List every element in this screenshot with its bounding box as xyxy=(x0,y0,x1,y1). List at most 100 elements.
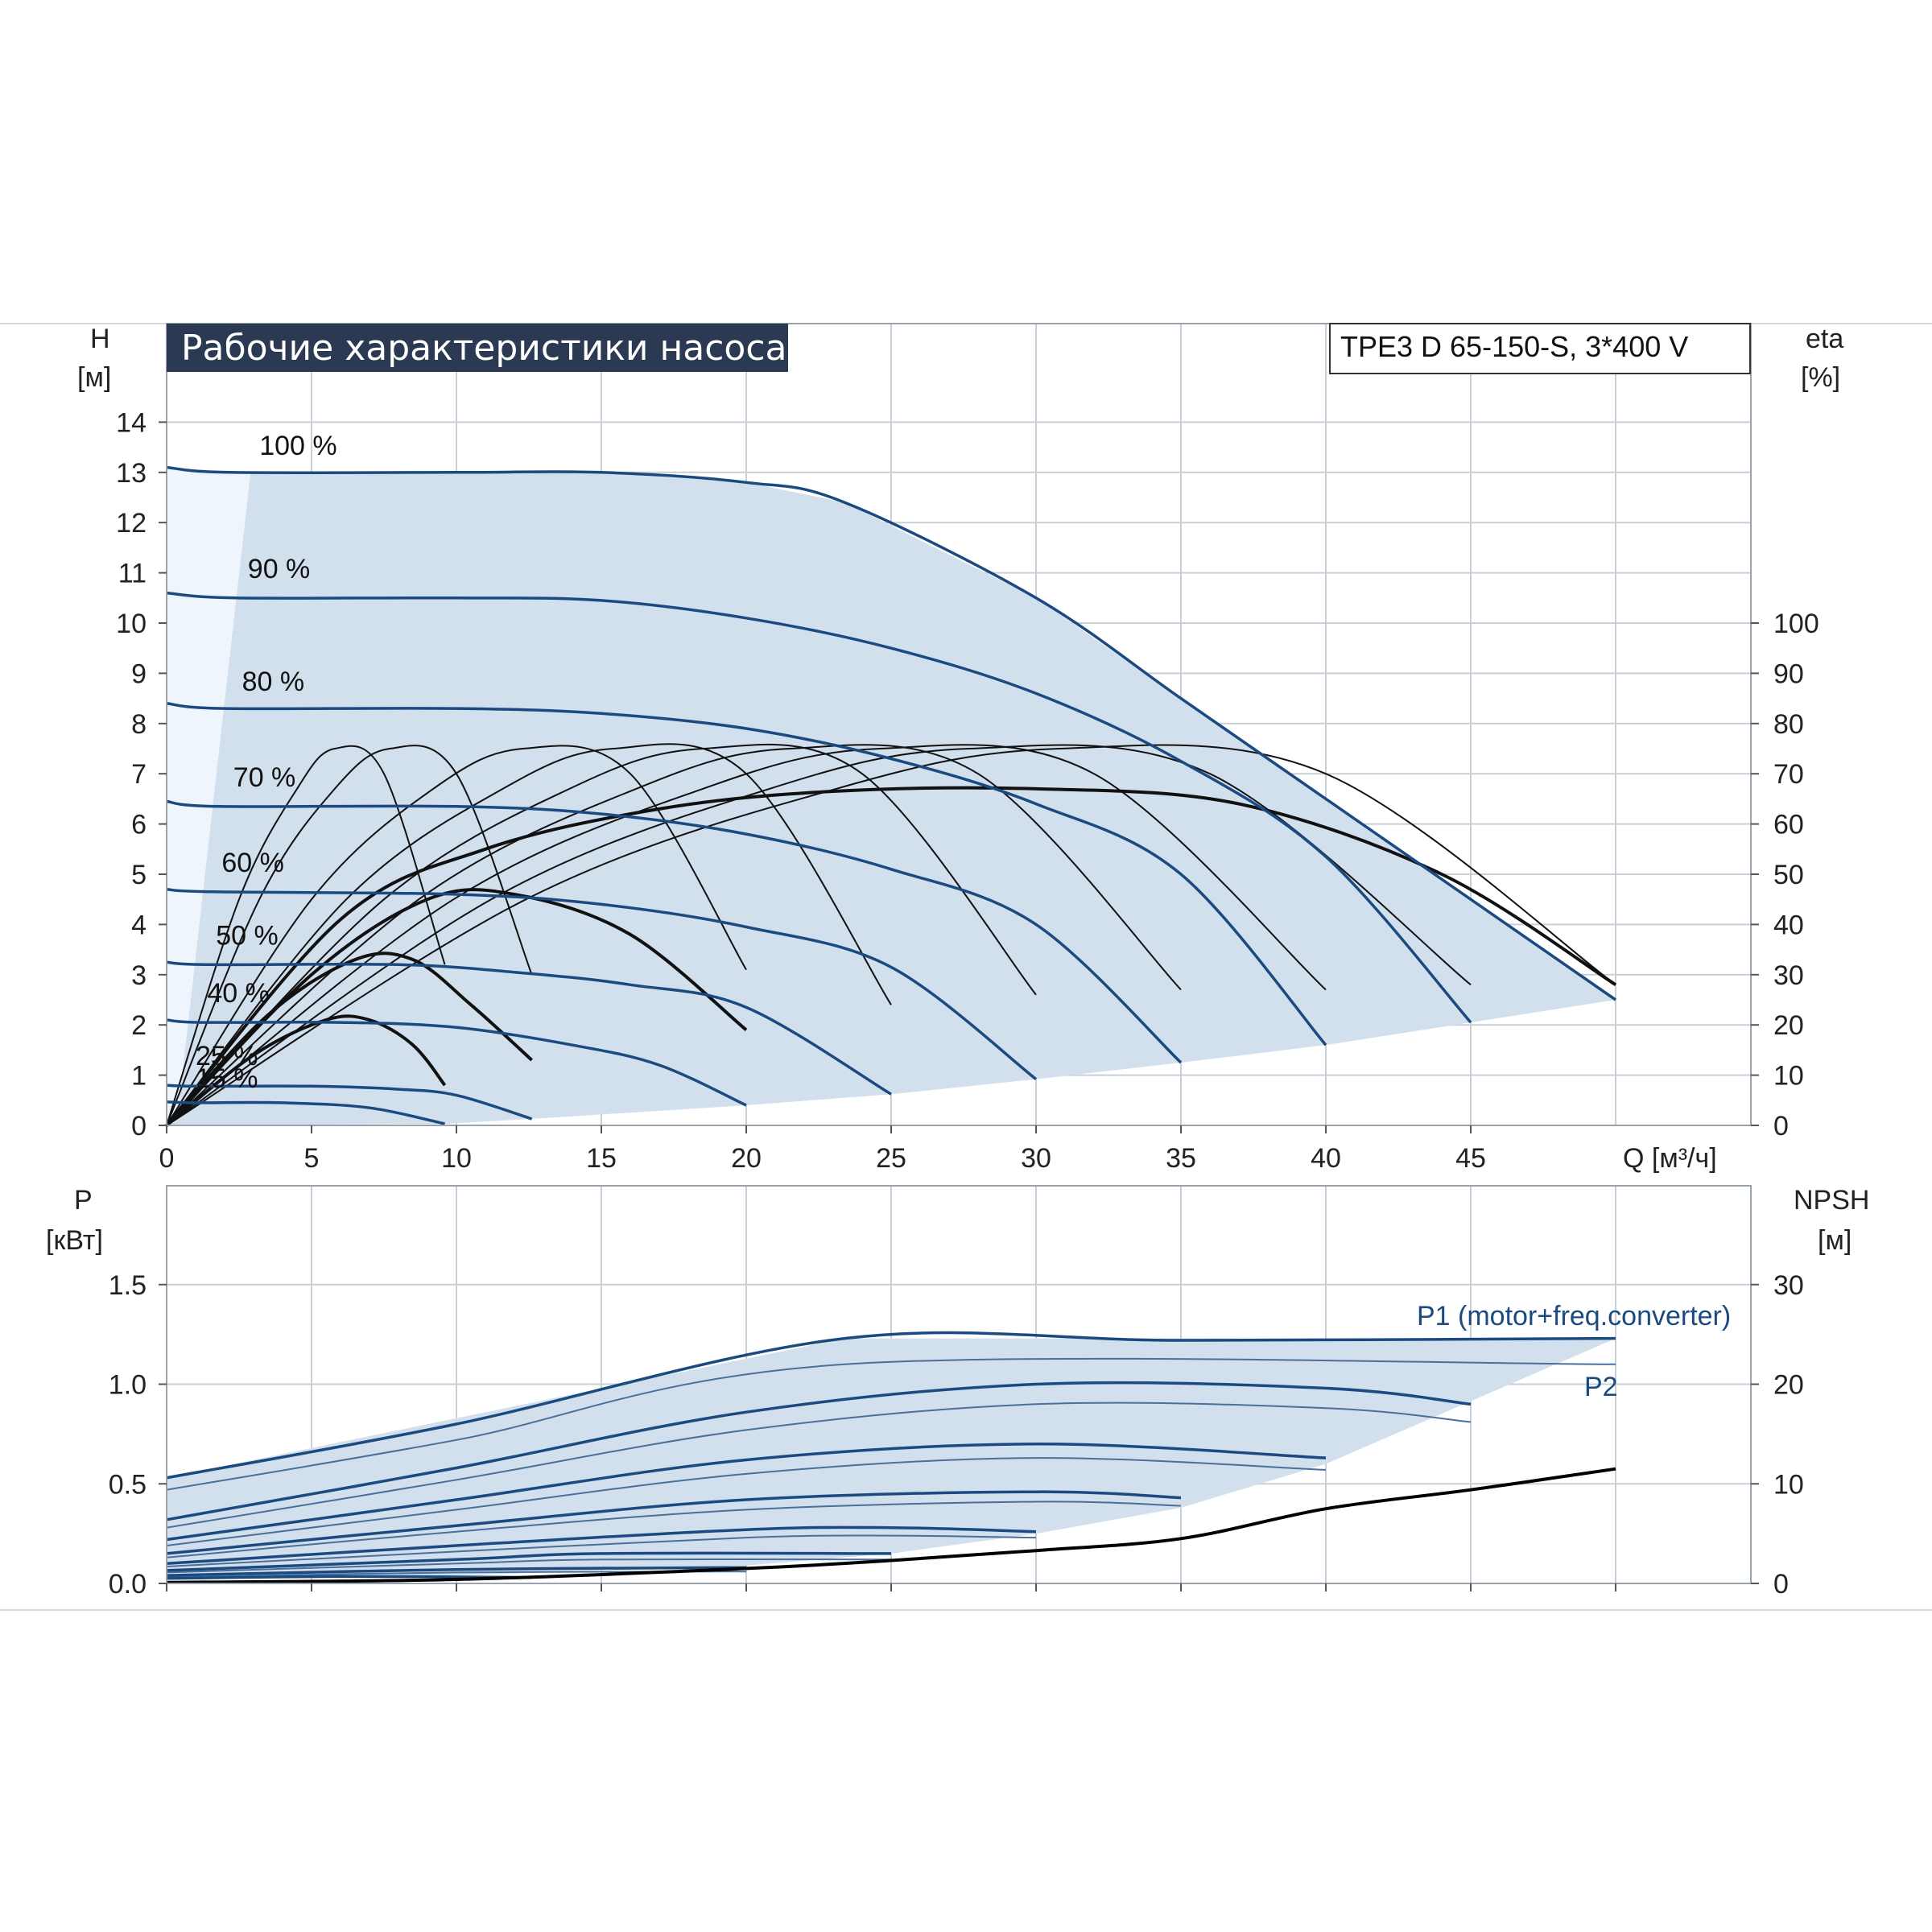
p1-curve xyxy=(166,1490,1182,1555)
y2-tick-label: 60 xyxy=(1773,810,1804,840)
efficiency-curve xyxy=(165,786,1617,1127)
y-tick-label: 1 xyxy=(131,1061,147,1092)
speed-curve xyxy=(166,1018,747,1107)
head-chart-ticks: 0 5 10 15 20 25 30 35 40 450123456789101112131401… xyxy=(116,407,1819,1174)
y2-tick-label: 70 xyxy=(1773,759,1804,790)
x-tick-label: 25 xyxy=(876,1143,906,1174)
speed-curve-label: 15 % xyxy=(196,1063,258,1094)
y2-tick-label: 10 xyxy=(1773,1061,1804,1092)
y2-tick-label: 0 xyxy=(1773,1111,1789,1141)
min-flow-wedge xyxy=(167,467,251,1125)
speed-curve-label: 70 % xyxy=(233,762,296,793)
x-tick-label: 15 xyxy=(586,1143,617,1174)
speed-curve xyxy=(166,960,892,1096)
y2-tick-label: 20 xyxy=(1773,1010,1804,1041)
efficiency-curve xyxy=(166,744,1182,1126)
p2-curve xyxy=(166,1501,1182,1558)
p2-curve xyxy=(166,1457,1327,1546)
power-operating-envelope xyxy=(167,1338,1616,1580)
x-tick-label: 20 xyxy=(731,1143,762,1174)
y-tick-label: 14 xyxy=(116,407,147,438)
y-tick-label: 1.5 xyxy=(109,1270,147,1301)
y2-tick-label: 50 xyxy=(1773,860,1804,890)
speed-curve xyxy=(166,887,1038,1080)
head-axis-unit: [м] xyxy=(77,362,111,393)
speed-curve xyxy=(166,591,1472,1024)
head-chart-curves: 100 % 90 % 80 % 70 % 60 % 50 % 40 % 25 %15 % xyxy=(165,431,1617,1127)
chart-title-box xyxy=(167,324,788,372)
efficiency-axis-unit: [%] xyxy=(1801,362,1840,393)
speed-curve xyxy=(166,1084,533,1121)
x-tick-label: 45 xyxy=(1455,1143,1486,1174)
p1-legend-label: P1 (motor+freq.converter) xyxy=(1417,1301,1731,1331)
speed-curve-label: 90 % xyxy=(248,554,311,584)
y-tick-label: 10 xyxy=(116,609,147,639)
y2-tick-label: 30 xyxy=(1773,960,1804,991)
x-tick-label: 30 xyxy=(1021,1143,1051,1174)
p1-curve xyxy=(166,1525,1037,1566)
y2-tick-label: 10 xyxy=(1773,1469,1804,1500)
y2-tick-label: 20 xyxy=(1773,1370,1804,1401)
p2-curve xyxy=(166,1558,892,1574)
speed-curve xyxy=(166,702,1327,1046)
p2-curve xyxy=(166,1357,1616,1491)
p1-curve xyxy=(166,1443,1327,1542)
p1-curve xyxy=(166,1381,1472,1521)
power-axis-label: P xyxy=(74,1185,93,1216)
y-tick-label: 2 xyxy=(131,1010,147,1041)
speed-curve-label: 100 % xyxy=(259,431,336,461)
y2-tick-label: 80 xyxy=(1773,709,1804,740)
speed-curve-label: 60 % xyxy=(221,848,284,878)
p1-curve xyxy=(166,1551,892,1572)
head-envelope-area xyxy=(167,467,1616,1125)
head-chart: 100 % 90 % 80 % 70 % 60 % 50 % 40 % 25 %15 % 0 5… xyxy=(77,323,1843,1174)
x-tick-label: 0 xyxy=(159,1143,175,1174)
p2-curve xyxy=(166,1402,1472,1529)
y2-tick-label: 90 xyxy=(1773,658,1804,689)
npsh-curve xyxy=(166,1467,1616,1584)
chart-title: Рабочие характеристики насоса xyxy=(181,328,786,369)
efficiency-curve xyxy=(166,745,533,1126)
efficiency-curve xyxy=(166,745,446,1126)
y-tick-label: 13 xyxy=(116,458,147,489)
y-tick-label: 5 xyxy=(131,860,147,890)
y-tick-label: 9 xyxy=(131,658,147,689)
y-tick-label: 3 xyxy=(131,960,147,991)
efficiency-curve xyxy=(166,744,1616,1126)
y2-tick-label: 100 xyxy=(1773,609,1819,639)
head-axis-label: H xyxy=(90,324,110,354)
y2-tick-label: 30 xyxy=(1773,1270,1804,1301)
y-tick-label: 11 xyxy=(118,559,147,589)
p1-curve xyxy=(166,1331,1616,1480)
p2-legend-label: P2 xyxy=(1584,1372,1618,1402)
head-chart-frame xyxy=(166,323,1752,1126)
npsh-axis-label: NPSH xyxy=(1794,1185,1869,1216)
y2-tick-label: 40 xyxy=(1773,910,1804,940)
efficiency-curve xyxy=(166,743,892,1126)
y-tick-label: 0 xyxy=(131,1111,147,1141)
y-tick-label: 8 xyxy=(131,709,147,740)
y-tick-label: 1.0 xyxy=(109,1370,147,1401)
speed-curve-label: 40 % xyxy=(207,978,270,1009)
head-operating-envelope xyxy=(167,467,1616,1125)
x-tick-label: 5 xyxy=(304,1143,320,1174)
power-chart-curves xyxy=(166,1331,1616,1584)
model-label: TPE3 D 65-150-S, 3*400 V xyxy=(1340,330,1688,363)
power-envelope-area xyxy=(167,1338,1616,1580)
x-tick-label: 40 xyxy=(1311,1143,1341,1174)
power-chart: 0.0 0.5 1.0 1.5 0 10 20 30 P [кВт] NPSH [м] P1 … xyxy=(46,1185,1869,1600)
y-tick-label: 12 xyxy=(116,508,147,539)
y-tick-label: 0.0 xyxy=(109,1569,147,1600)
x-tick-label: 10 xyxy=(441,1143,472,1174)
efficiency-curve xyxy=(166,743,1037,1126)
efficiency-axis-label: eta xyxy=(1806,324,1843,354)
power-axis-unit: [кВт] xyxy=(46,1225,103,1256)
speed-curve xyxy=(166,465,1616,1001)
flow-axis-label: Q [м³/ч] xyxy=(1623,1143,1717,1174)
speed-curve-label: 80 % xyxy=(242,667,305,697)
speed-curve-label: 25 % xyxy=(196,1041,258,1071)
y-tick-label: 6 xyxy=(131,810,147,840)
p1-curve xyxy=(166,1566,747,1577)
y2-tick-label: 0 xyxy=(1773,1569,1789,1600)
